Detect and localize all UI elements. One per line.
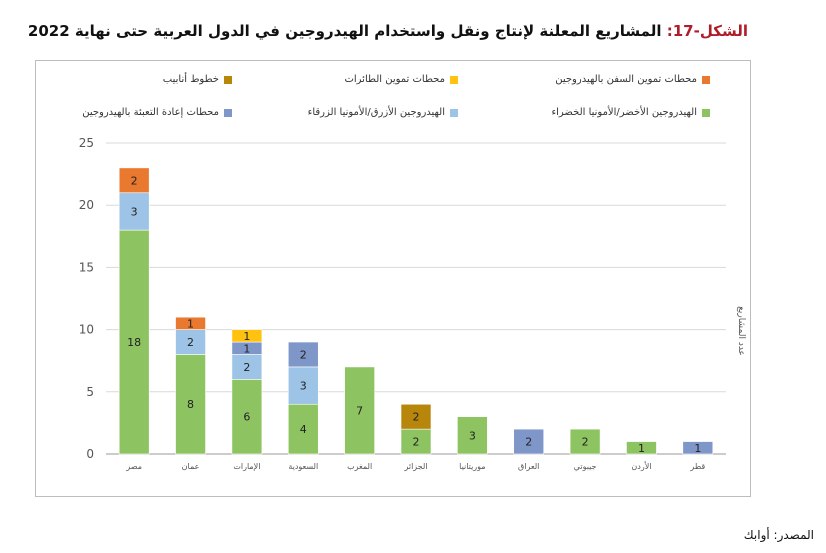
x-tick-label: جيبوتي	[574, 462, 597, 471]
chart-frame: محطات تموين السفن بالهيدروجين محطات تموي…	[35, 60, 751, 497]
bar-value-label: 6	[243, 411, 250, 424]
bar-value-label: 2	[413, 436, 420, 449]
legend-label-pipelines: خطوط أنابيب	[162, 74, 219, 85]
legend-item-pipelines: خطوط أنابيب	[163, 74, 232, 85]
bar-segment	[231, 379, 263, 455]
legend-item-aircraft: محطات تموين الطائرات	[344, 74, 458, 85]
bar-value-label: 18	[127, 336, 141, 349]
bar-segment	[175, 354, 206, 455]
x-tick-label: الأردن	[631, 461, 651, 471]
bar-segment	[287, 341, 319, 368]
legend-label-refuel: محطات إعادة التعبئة بالهيدروجين	[82, 107, 219, 118]
bar-segment	[231, 329, 263, 343]
bar-value-label: 2	[582, 436, 589, 449]
bar-segment	[231, 354, 263, 380]
legend-item-refuel: محطات إعادة التعبئة بالهيدروجين	[82, 107, 232, 118]
bar-segment	[626, 441, 657, 455]
title-text: المشاريع المعلنة لإنتاج ونقل واستخدام ال…	[27, 22, 662, 40]
bar-segment	[682, 441, 714, 455]
bar-segment	[175, 329, 206, 355]
bar-value-label: 1	[187, 317, 194, 330]
legend-label-aircraft: محطات تموين الطائرات	[344, 74, 445, 85]
bar-segment	[118, 192, 150, 231]
legend-item-blue: الهيدروجين الأزرق/الأمونيا الزرقاء	[308, 107, 458, 118]
y-tick-label: 25	[79, 136, 94, 150]
bar-value-label: 1	[694, 442, 701, 455]
bar-value-label: 3	[469, 429, 476, 442]
x-tick-label: مصر	[125, 462, 142, 471]
legend-swatch-refuel	[224, 108, 232, 117]
legend-swatch-aircraft	[450, 75, 458, 84]
bar-value-label: 3	[300, 380, 307, 393]
y-axis-label: عدد المشاريع	[736, 306, 746, 356]
bar-segment	[287, 403, 319, 455]
y-tick-label: 0	[86, 447, 94, 461]
legend-label-green: الهيدروجين الأخضر/الأمونيا الخضراء	[551, 107, 697, 118]
y-axis-ticks: 0 5 10 15 20 25	[79, 136, 94, 461]
x-tick-label: عمان	[182, 462, 200, 471]
x-tick-label: قطر	[689, 462, 705, 471]
bar-segment	[513, 428, 545, 455]
chart-title: الشكل-17: المشاريع المعلنة لإنتاج ونقل و…	[28, 22, 748, 40]
bar-value-label: 1	[243, 342, 250, 355]
bar-segment	[344, 366, 375, 455]
legend-swatch-pipelines	[224, 75, 232, 84]
bar-value-label: 1	[638, 442, 645, 455]
y-tick-label: 15	[79, 260, 94, 274]
bar-segment	[569, 428, 601, 455]
bar-value-label: 2	[131, 174, 138, 187]
bar-value-label: 2	[525, 436, 532, 449]
x-tick-label: الإمارات	[233, 462, 260, 472]
source-note: المصدر: أوابك	[743, 528, 814, 542]
bar-value-label: 1	[243, 330, 250, 343]
legend-item-ships: محطات تموين السفن بالهيدروجين	[555, 74, 710, 85]
y-tick-label: 5	[86, 385, 94, 399]
legend-label-blue: الهيدروجين الأزرق/الأمونيا الزرقاء	[307, 107, 445, 118]
bar-segment	[175, 316, 206, 330]
bar-value-label: 2	[243, 361, 250, 374]
legend-swatch-ships	[702, 75, 710, 84]
x-tick-label: الجزائر	[403, 462, 427, 471]
bar-value-label: 8	[187, 398, 194, 411]
figure-label: الشكل-17:	[666, 22, 748, 40]
bar-segment	[400, 428, 432, 455]
x-tick-label: العراق	[518, 462, 539, 471]
x-axis-ticks: مصر عمان الإمارات السعودية المغرب الجزائر موري…	[125, 461, 705, 472]
legend-item-green: الهيدروجين الأخضر/الأمونيا الخضراء	[551, 107, 710, 118]
bar-value-label: 2	[413, 411, 420, 424]
bar-value-label: 2	[187, 336, 194, 349]
bar-segment	[118, 167, 150, 194]
legend-label-ships: محطات تموين السفن بالهيدروجين	[555, 74, 697, 85]
bar-value-label: 7	[356, 404, 363, 417]
bar-segment	[400, 403, 432, 430]
x-tick-label: السعودية	[288, 462, 318, 471]
x-tick-label: المغرب	[347, 462, 372, 471]
bar-value-label: 4	[300, 423, 307, 436]
bar-segment	[457, 416, 488, 455]
bar-value-label: 2	[300, 348, 307, 361]
legend-swatch-green	[702, 108, 710, 117]
legend-swatch-blue	[450, 108, 458, 117]
y-tick-label: 10	[79, 323, 94, 337]
x-tick-label: موريتانيا	[459, 462, 485, 471]
bar-value-label: 3	[131, 205, 138, 218]
y-tick-label: 20	[79, 198, 94, 212]
